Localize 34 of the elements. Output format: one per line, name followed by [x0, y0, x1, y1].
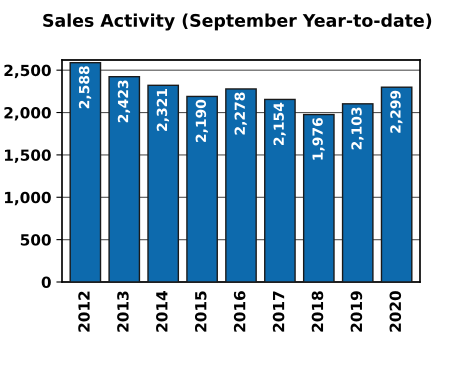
- x-tick-label: 2014: [156, 291, 168, 332]
- data-label: 2,588: [78, 66, 92, 108]
- x-tick-label: 2012: [78, 292, 90, 332]
- x-tick-label: 2016: [234, 291, 246, 332]
- bar: [342, 103, 374, 282]
- x-tick-label: 2015: [194, 291, 207, 332]
- data-label: 2,423: [118, 80, 130, 122]
- data-label: 1,976: [312, 118, 325, 160]
- y-tick-label: 1,000: [4, 192, 51, 206]
- data-label: 2,321: [156, 88, 169, 131]
- x-tick-label: 2020: [390, 291, 402, 332]
- y-tick-label: 500: [20, 234, 51, 246]
- x-tick-label: 2017: [272, 292, 284, 332]
- bar: [264, 98, 296, 282]
- chart-title: Sales Activity (September Year-to-date): [43, 14, 432, 30]
- bar: [147, 84, 180, 282]
- y-tick-label: 0: [42, 276, 51, 288]
- bar: [108, 76, 140, 282]
- data-label: 2,103: [351, 108, 364, 150]
- data-label: 2,154: [273, 102, 286, 145]
- bar: [302, 114, 335, 282]
- x-tick-label: 2018: [312, 291, 324, 332]
- data-label: 2,278: [234, 92, 247, 134]
- x-tick-label: 2019: [350, 291, 362, 332]
- y-tick-label: 2,000: [4, 107, 51, 121]
- y-tick-label: 2,500: [4, 64, 51, 78]
- bar: [69, 62, 102, 282]
- x-tick-label: 2013: [117, 292, 129, 332]
- data-label: 2,299: [390, 90, 402, 133]
- bar: [186, 96, 218, 282]
- y-tick-label: 1,500: [4, 149, 51, 163]
- bar: [225, 88, 257, 282]
- bar: [380, 86, 413, 282]
- data-label: 2,190: [196, 100, 208, 142]
